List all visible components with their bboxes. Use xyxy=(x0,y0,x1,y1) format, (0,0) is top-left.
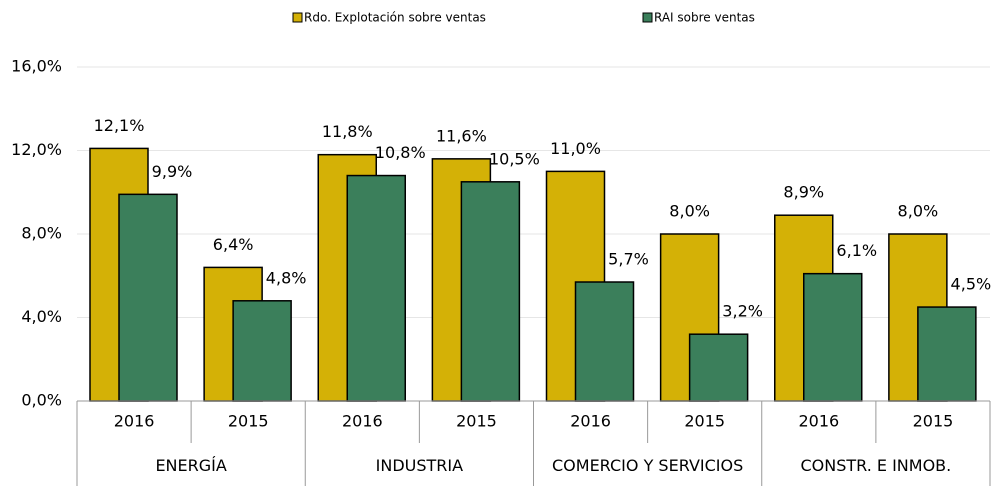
x-tick-label: 2015 xyxy=(456,412,497,431)
bar xyxy=(803,272,863,402)
group-label: COMERCIO Y SERVICIOS xyxy=(552,456,743,475)
y-tick-label: 12,0% xyxy=(11,140,62,159)
value-label: 8,9% xyxy=(783,183,824,202)
x-tick-label: 2015 xyxy=(228,412,269,431)
bar xyxy=(917,306,977,402)
value-label: 11,0% xyxy=(550,139,601,158)
bar xyxy=(232,300,292,402)
x-tick-label: 2015 xyxy=(913,412,954,431)
value-label: 10,8% xyxy=(375,143,426,162)
value-label: 11,6% xyxy=(436,126,487,145)
bar xyxy=(574,281,635,402)
value-label: 8,0% xyxy=(669,202,710,221)
value-label: 6,4% xyxy=(213,235,254,254)
y-tick-label: 8,0% xyxy=(21,224,62,243)
x-tick-label: 2016 xyxy=(798,412,839,431)
group-label: CONSTR. E INMOB. xyxy=(801,456,952,475)
y-tick-label: 0,0% xyxy=(21,391,62,410)
x-tick-label: 2016 xyxy=(342,412,383,431)
legend-swatch xyxy=(292,12,303,23)
bar xyxy=(460,181,521,402)
value-label: 12,1% xyxy=(94,116,145,135)
bar xyxy=(688,333,749,402)
value-label: 3,2% xyxy=(722,302,763,321)
y-tick-label: 16,0% xyxy=(11,57,62,76)
value-label: 10,5% xyxy=(489,149,540,168)
bar xyxy=(346,174,406,402)
x-tick-label: 2016 xyxy=(570,412,611,431)
bar xyxy=(118,193,178,402)
group-label: ENERGÍA xyxy=(155,456,226,475)
legend-label: Rdo. Explotación sobre ventas xyxy=(304,11,486,25)
legend-swatch xyxy=(642,12,653,23)
y-tick-label: 4,0% xyxy=(21,307,62,326)
x-tick-label: 2015 xyxy=(684,412,725,431)
value-label: 9,9% xyxy=(152,162,193,181)
value-label: 4,5% xyxy=(951,275,992,294)
legend-label: RAI sobre ventas xyxy=(654,11,755,25)
group-label: INDUSTRIA xyxy=(376,456,463,475)
value-label: 4,8% xyxy=(266,268,307,287)
value-label: 6,1% xyxy=(836,241,877,260)
x-tick-label: 2016 xyxy=(114,412,155,431)
value-label: 5,7% xyxy=(608,250,649,269)
value-label: 8,0% xyxy=(898,202,939,221)
value-label: 11,8% xyxy=(322,122,373,141)
